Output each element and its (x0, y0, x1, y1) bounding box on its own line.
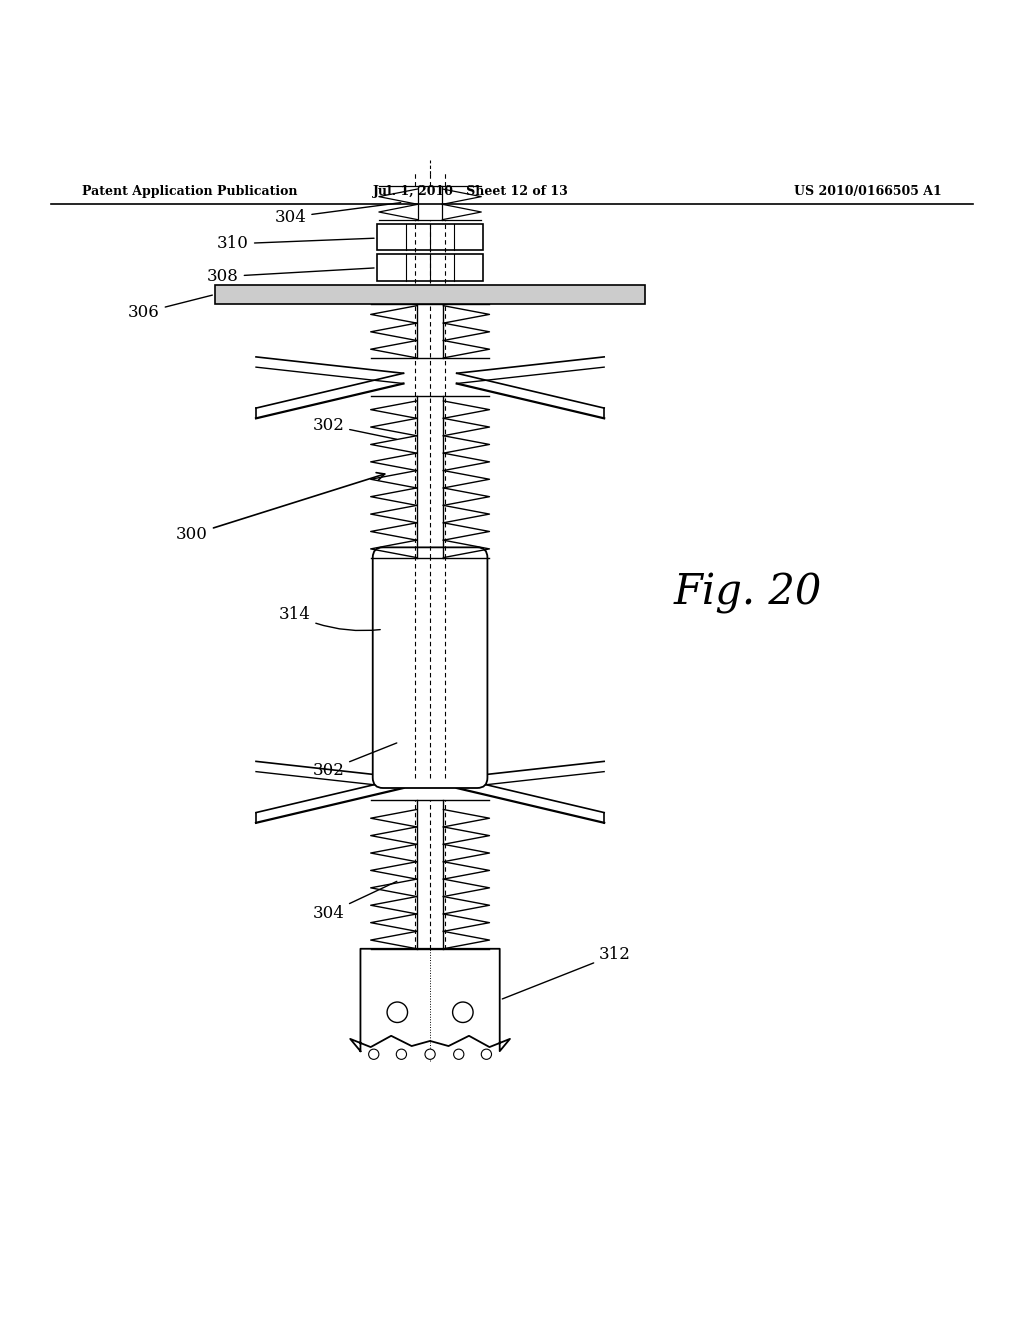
Text: US 2010/0166505 A1: US 2010/0166505 A1 (795, 185, 942, 198)
Text: Jul. 1, 2010   Sheet 12 of 13: Jul. 1, 2010 Sheet 12 of 13 (373, 185, 569, 198)
Circle shape (369, 1049, 379, 1060)
Text: 310: 310 (217, 235, 374, 252)
Circle shape (396, 1049, 407, 1060)
Text: 312: 312 (503, 946, 631, 999)
Circle shape (453, 1002, 473, 1023)
Text: 302: 302 (312, 417, 396, 440)
Text: 306: 306 (128, 296, 212, 321)
FancyBboxPatch shape (373, 548, 487, 788)
Text: 314: 314 (279, 606, 380, 631)
Circle shape (481, 1049, 492, 1060)
Bar (377, 224, 483, 251)
Text: Patent Application Publication: Patent Application Publication (82, 185, 297, 198)
Text: 308: 308 (207, 268, 374, 285)
Text: 304: 304 (274, 203, 400, 226)
Text: 304: 304 (312, 882, 397, 923)
Text: Fig. 20: Fig. 20 (674, 573, 821, 614)
Circle shape (454, 1049, 464, 1060)
Bar (215, 285, 645, 304)
Bar (377, 255, 483, 281)
Text: 302: 302 (312, 743, 396, 779)
Circle shape (387, 1002, 408, 1023)
Circle shape (425, 1049, 435, 1060)
Text: 300: 300 (176, 473, 385, 543)
